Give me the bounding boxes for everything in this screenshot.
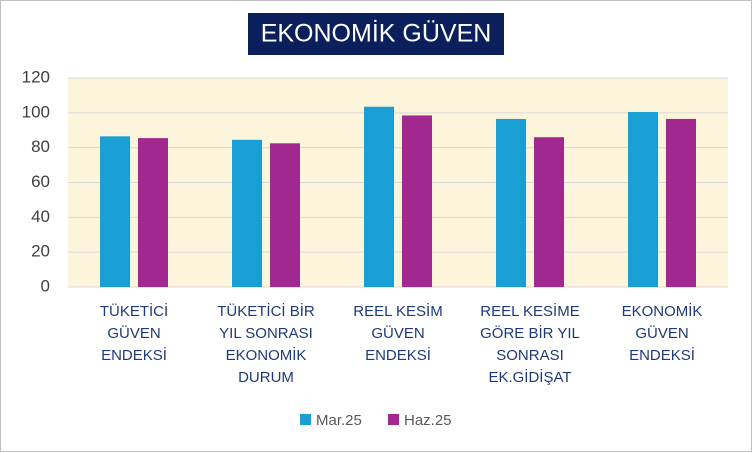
legend-label: Haz.25 xyxy=(404,412,452,429)
bar xyxy=(100,136,130,287)
legend-swatch xyxy=(388,414,399,425)
chart-title: EKONOMİK GÜVEN xyxy=(261,19,492,48)
bar xyxy=(364,106,394,287)
y-tick-label: 60 xyxy=(31,172,50,191)
bar xyxy=(666,118,696,287)
bar xyxy=(496,118,526,287)
x-tick-label: EKONOMİK GÜVEN ENDEKSİ xyxy=(622,302,703,364)
y-tick-label: 40 xyxy=(31,207,50,226)
y-tick-label: 20 xyxy=(31,242,50,261)
x-tick-label: TÜKETİCİ GÜVEN ENDEKSİ xyxy=(100,302,168,364)
y-tick-label: 80 xyxy=(31,137,50,156)
bar xyxy=(534,137,564,287)
y-tick-label: 100 xyxy=(22,102,50,121)
bar xyxy=(628,111,658,288)
x-tick-label: REEL KESİM GÜVEN ENDEKSİ xyxy=(353,302,442,364)
bar xyxy=(232,139,262,287)
bar xyxy=(270,143,300,287)
legend-label: Mar.25 xyxy=(316,412,362,429)
x-tick-label: TÜKETİCİ BİR YIL SONRASI EKONOMİK DURUM xyxy=(217,302,315,386)
x-tick-label: REEL KESİME GÖRE BİR YIL SONRASI EK.GİDİŞAT xyxy=(480,302,580,386)
y-tick-label: 0 xyxy=(41,276,50,295)
bar xyxy=(402,115,432,287)
legend-swatch xyxy=(300,414,311,425)
y-tick-label: 120 xyxy=(22,67,50,86)
bar xyxy=(138,138,168,287)
title-box xyxy=(248,13,504,55)
